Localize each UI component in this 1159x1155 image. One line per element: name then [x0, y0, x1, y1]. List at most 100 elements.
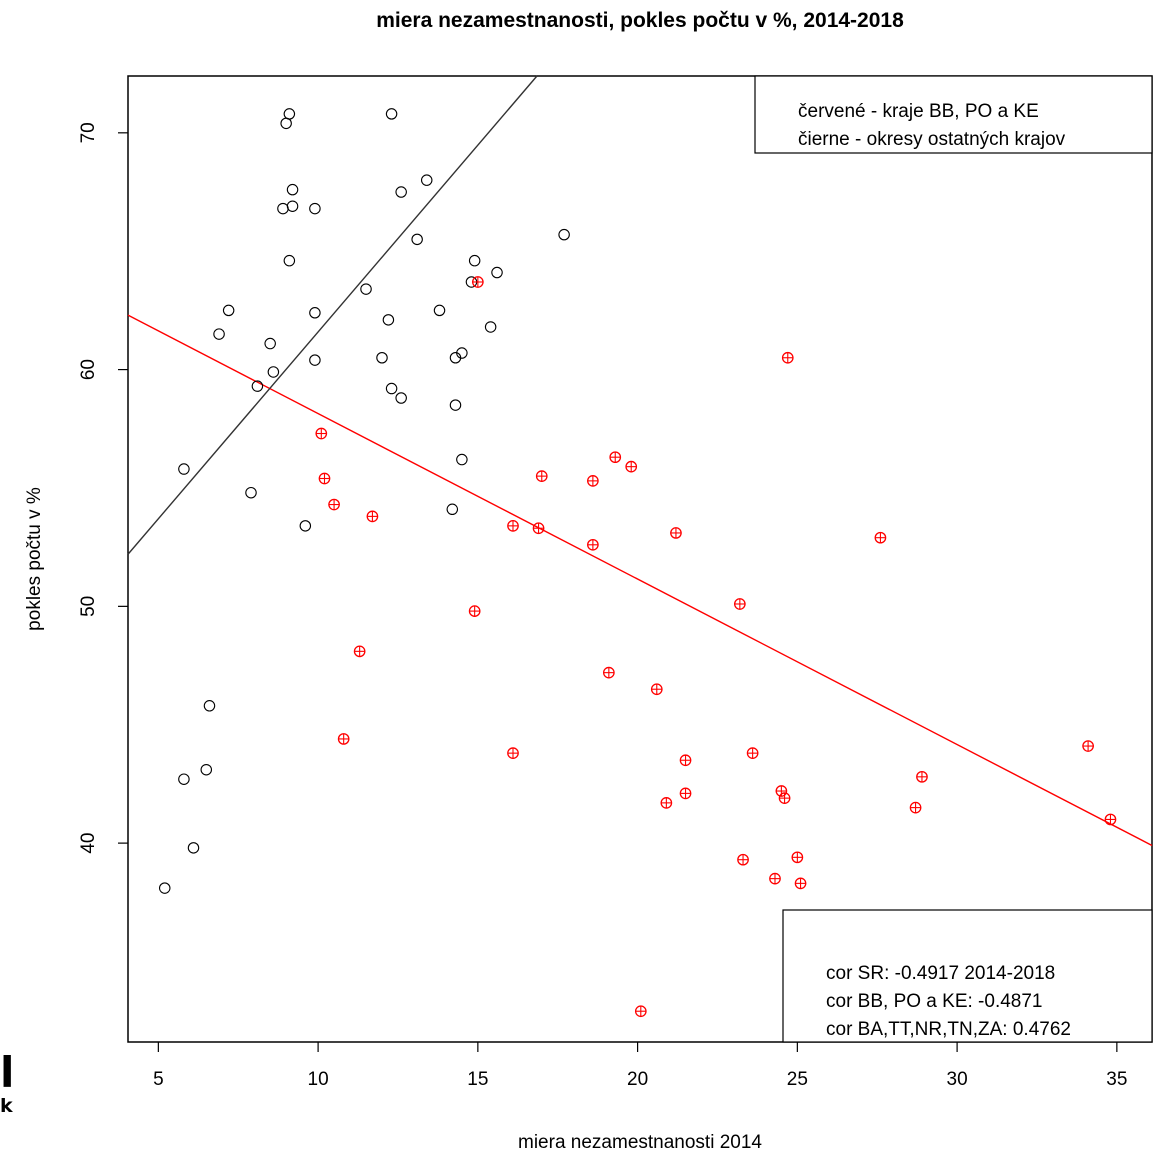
- black-data-point: [446, 503, 459, 516]
- x-tick-label: 30: [947, 1069, 968, 1090]
- cropped-glyph-k: k: [0, 1095, 13, 1117]
- black-data-point: [382, 314, 395, 326]
- cropped-glyph-l: l: [0, 1048, 15, 1097]
- y-axis-label: pokles počtu v %: [24, 487, 45, 631]
- x-axis-label: miera nezamestnanosti 2014: [518, 1132, 762, 1153]
- black-data-point: [491, 266, 503, 279]
- y-axis: 40 50 60 70: [78, 122, 128, 854]
- black-data-point: [213, 328, 225, 340]
- red-data-point: [507, 747, 519, 759]
- black-data-point: [280, 117, 292, 130]
- x-tick-label: 20: [627, 1069, 648, 1090]
- black-data-point: [376, 351, 388, 364]
- correlation-line-sr: cor SR: -0.4917 2014-2018: [826, 963, 1055, 984]
- correlation-line-bb-po-ke: cor BB, PO a KE: -0.4871: [826, 991, 1043, 1012]
- black-data-point: [178, 463, 190, 475]
- legend-box: [754, 75, 1153, 154]
- red-data-point: [733, 598, 746, 610]
- black-data-point: [309, 202, 321, 215]
- black-data-point: [283, 108, 296, 120]
- red-data-point: [909, 801, 922, 814]
- y-tick-label: 40: [78, 833, 99, 854]
- red-data-point: [746, 747, 759, 759]
- red-data-point: [1082, 740, 1094, 752]
- red-data-point: [737, 853, 749, 866]
- chart-title: miera nezamestnanosti, pokles počtu v %,…: [376, 9, 904, 32]
- red-data-point: [916, 770, 928, 783]
- red-data-point: [535, 470, 548, 482]
- red-data-point: [794, 877, 807, 890]
- correlation-box: cor SR: -0.4917 2014-2018 cor BB, PO a K…: [782, 909, 1153, 1043]
- black-data-point: [203, 700, 216, 712]
- black-data-point: [187, 842, 200, 854]
- x-tick-label: 25: [787, 1069, 808, 1090]
- black-data-point: [309, 354, 321, 366]
- red-data-point: [769, 872, 781, 885]
- black-data-point: [251, 380, 264, 392]
- plot-area: 5 10 15 20 25 30 35 40 50 60 70: [78, 75, 1153, 1090]
- red-data-point: [660, 797, 673, 809]
- red-data-point: [874, 531, 887, 544]
- y-tick-label: 60: [78, 359, 99, 380]
- legend-entry-red: červené - kraje BB, PO a KE: [798, 101, 1039, 122]
- red-data-point: [1104, 813, 1117, 826]
- black-data-point: [283, 254, 296, 267]
- black-data-point: [277, 202, 289, 215]
- data-points: [158, 108, 1117, 1018]
- red-data-point: [472, 276, 484, 288]
- black-data-point: [178, 773, 190, 785]
- black-data-point: [456, 453, 468, 466]
- red-data-point: [778, 792, 791, 804]
- red-data-point: [602, 666, 615, 679]
- black-data-point: [286, 200, 299, 212]
- red-data-point: [781, 351, 794, 364]
- red-data-point: [366, 510, 379, 523]
- red-data-point: [315, 427, 328, 440]
- plot-frame: [127, 75, 1153, 1043]
- fit-lines: [127, 75, 1153, 847]
- black-data-point: [286, 183, 299, 196]
- red-data-point: [353, 645, 366, 658]
- black-trend-line: [127, 75, 538, 555]
- x-tick-label: 10: [308, 1069, 329, 1090]
- x-axis: 5 10 15 20 25 30 35: [153, 1042, 1127, 1090]
- legend-entry-black: čierne - okresy ostatných krajov: [798, 129, 1066, 150]
- black-data-point: [200, 763, 213, 776]
- correlation-box-frame: [782, 909, 1153, 1043]
- black-data-point: [385, 382, 398, 395]
- black-data-point: [468, 254, 481, 267]
- legend: červené - kraje BB, PO a KE čierne - okr…: [754, 75, 1153, 154]
- black-data-point: [385, 108, 398, 120]
- x-tick-label: 5: [153, 1069, 164, 1090]
- red-data-point: [337, 733, 350, 745]
- black-data-point: [449, 351, 462, 364]
- black-data-point: [222, 304, 235, 317]
- black-data-point: [309, 307, 321, 319]
- red-data-point: [318, 472, 331, 485]
- black-data-point: [245, 486, 257, 499]
- red-data-point: [532, 522, 545, 535]
- black-data-point: [558, 228, 570, 241]
- red-data-point: [650, 683, 663, 696]
- red-data-point: [791, 851, 804, 864]
- red-data-point: [328, 498, 340, 511]
- red-data-point: [587, 475, 599, 487]
- black-data-point: [449, 399, 462, 411]
- red-data-point: [679, 754, 692, 767]
- red-data-point: [670, 527, 682, 539]
- black-data-point: [158, 882, 171, 894]
- x-tick-label: 15: [467, 1069, 488, 1090]
- red-data-point: [468, 605, 481, 617]
- red-data-point: [679, 787, 692, 800]
- x-tick-label: 35: [1106, 1069, 1127, 1090]
- black-data-point: [420, 174, 433, 186]
- red-trend-line: [127, 314, 1153, 847]
- red-data-point: [609, 451, 622, 464]
- y-tick-label: 70: [78, 122, 99, 143]
- red-data-point: [587, 538, 599, 551]
- y-tick-label: 50: [78, 596, 99, 617]
- black-data-point: [433, 304, 446, 317]
- black-data-point: [395, 186, 407, 198]
- black-data-point: [484, 321, 497, 333]
